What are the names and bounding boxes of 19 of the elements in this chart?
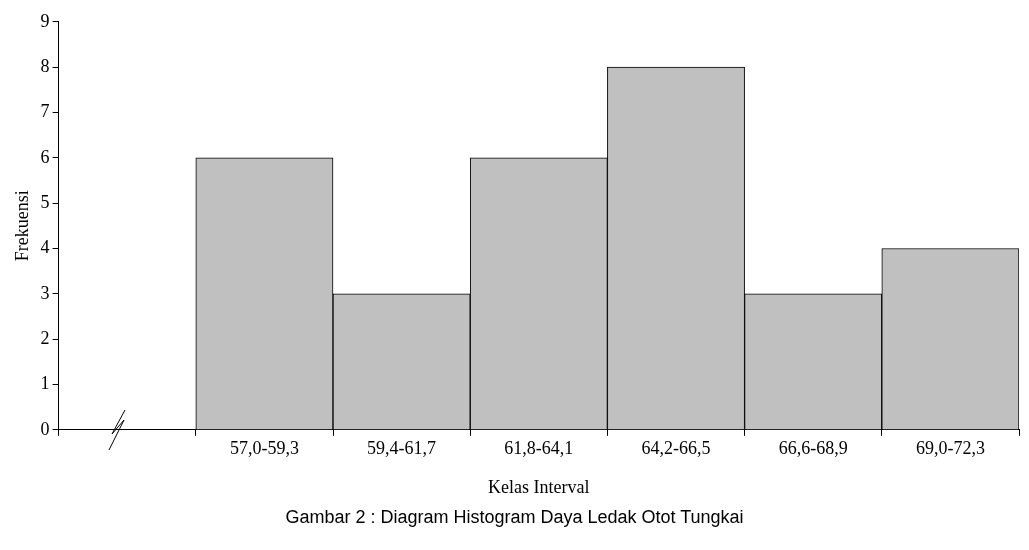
y-tick-label: 9 [40,10,50,31]
y-tick-label: 4 [40,237,50,258]
y-tick-label: 7 [40,101,50,122]
y-tick-label: 3 [40,282,50,303]
y-tick-label: 6 [40,146,50,167]
x-tick-label: 57,0-59,3 [229,438,299,459]
x-tick-label: 59,4-61,7 [367,438,437,459]
y-tick-label: 5 [40,191,50,212]
x-tick-label: 69,0-72,3 [915,438,985,459]
y-tick-label: 2 [40,327,50,348]
x-axis-title: Kelas Interval [488,476,590,497]
x-tick-label: 64,2-66,5 [641,438,711,459]
x-tick-label: 61,8-64,1 [504,438,574,459]
y-tick-label: 0 [40,418,50,439]
y-tick-label: 8 [40,55,50,76]
y-axis-title: Frekuensi [11,190,32,262]
y-tick-label: 1 [40,373,50,394]
text: Gambar 2 : Diagram Histogram Daya Ledak Otot Tungkai [284,507,745,528]
x-tick-label: 66,6-68,9 [778,438,848,459]
